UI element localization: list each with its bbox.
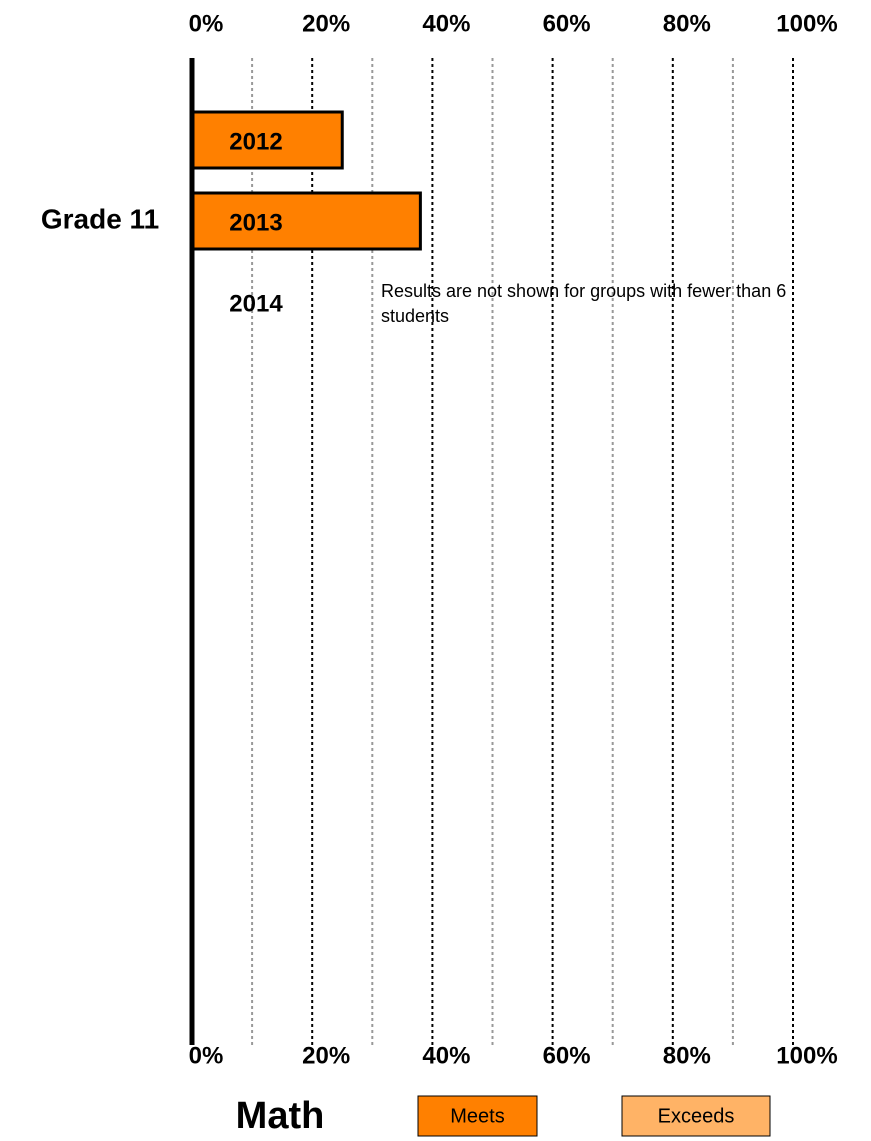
chart-title: Math (236, 1095, 325, 1137)
x-tick-label-bottom: 100% (776, 1042, 837, 1069)
bar (190, 110, 344, 170)
x-tick-label-top: 40% (422, 10, 470, 37)
x-tick-label-bottom: 20% (302, 1042, 350, 1069)
category-label: 2012 (229, 128, 282, 155)
x-tick-label-top: 80% (663, 10, 711, 37)
x-tick-label-top: 100% (776, 10, 837, 37)
x-tick-label-top: 0% (189, 10, 224, 37)
x-tick-label-bottom: 60% (543, 1042, 591, 1069)
legend-label: Meets (450, 1105, 504, 1127)
category-label: 2013 (229, 209, 282, 236)
group-label: Grade 11 (41, 203, 159, 234)
x-tick-label-top: 20% (302, 10, 350, 37)
x-tick-label-bottom: 80% (663, 1042, 711, 1069)
x-tick-label-bottom: 40% (422, 1042, 470, 1069)
category-label: 2014 (229, 290, 283, 317)
x-tick-label-top: 60% (543, 10, 591, 37)
x-tick-label-bottom: 0% (189, 1042, 224, 1069)
legend-label: Exceeds (658, 1105, 735, 1127)
bar (190, 191, 422, 251)
legend-swatch (621, 1095, 771, 1137)
legend-swatch (417, 1095, 538, 1137)
annotation: Results are not shown for groups with fe… (381, 281, 787, 326)
